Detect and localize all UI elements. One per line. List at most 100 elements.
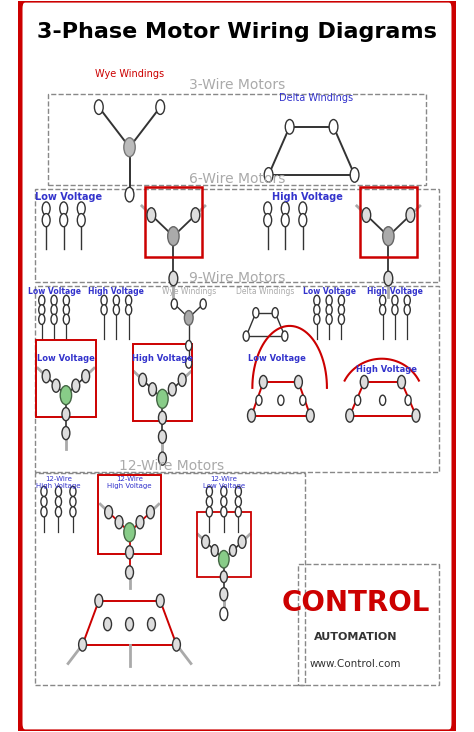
Circle shape [281,214,289,227]
Circle shape [173,638,181,651]
Circle shape [70,486,76,496]
Circle shape [235,507,241,517]
Circle shape [380,395,386,406]
Circle shape [148,383,156,396]
Circle shape [211,545,218,556]
Circle shape [235,496,241,507]
Text: High Voltage: High Voltage [89,287,144,296]
Circle shape [126,295,132,305]
Circle shape [94,100,103,114]
Circle shape [380,305,386,315]
Circle shape [55,486,62,496]
Circle shape [113,305,119,315]
Circle shape [299,202,307,215]
Circle shape [157,389,168,408]
Bar [35,285,439,471]
Circle shape [105,506,112,519]
Circle shape [124,138,135,157]
Circle shape [82,370,90,383]
Circle shape [77,202,85,215]
Circle shape [229,545,237,556]
Circle shape [404,305,410,315]
Circle shape [201,535,210,548]
Circle shape [95,594,103,608]
Circle shape [146,506,155,519]
Circle shape [326,295,332,305]
Circle shape [42,370,50,383]
Circle shape [338,305,345,315]
Text: 12-Wire
Low Voltage: 12-Wire Low Voltage [203,477,245,489]
Circle shape [380,295,386,305]
Circle shape [299,214,307,227]
Circle shape [281,202,289,215]
Circle shape [206,496,212,507]
Text: Wye Windings: Wye Windings [95,70,164,79]
Circle shape [219,550,229,568]
Circle shape [101,295,107,305]
Text: 3-Wire Motors: 3-Wire Motors [189,78,285,92]
Circle shape [220,571,228,583]
Circle shape [158,411,166,425]
Circle shape [62,427,70,440]
Circle shape [52,379,60,392]
Circle shape [72,379,80,392]
Circle shape [42,214,50,227]
Circle shape [70,496,76,507]
Circle shape [41,486,47,496]
Circle shape [398,376,405,389]
Circle shape [253,307,259,318]
Circle shape [79,638,87,651]
Circle shape [300,395,306,406]
Text: 12-Wire
High Voltage: 12-Wire High Voltage [36,477,81,489]
Circle shape [412,409,420,422]
Circle shape [360,376,368,389]
Circle shape [115,515,123,529]
Circle shape [264,214,272,227]
Circle shape [314,295,320,305]
Circle shape [125,187,134,202]
Bar [360,187,417,257]
Circle shape [362,208,371,223]
Circle shape [39,314,45,324]
Circle shape [191,208,200,223]
Circle shape [314,314,320,324]
Circle shape [243,331,249,341]
Circle shape [63,314,69,324]
Circle shape [306,409,314,422]
Circle shape [41,496,47,507]
Bar [98,475,161,554]
Circle shape [147,618,155,631]
Circle shape [126,618,134,631]
Circle shape [62,408,70,421]
Circle shape [404,295,410,305]
Circle shape [136,515,144,529]
Circle shape [405,395,411,406]
Circle shape [147,208,156,223]
Circle shape [278,395,284,406]
Circle shape [60,386,72,405]
Text: 6-Wire Motors: 6-Wire Motors [189,172,285,187]
Circle shape [206,486,212,496]
Circle shape [326,305,332,315]
Circle shape [139,373,146,386]
Circle shape [329,119,338,134]
Bar [197,512,251,578]
Circle shape [406,208,415,223]
Text: Wye Windings: Wye Windings [162,287,216,296]
Circle shape [326,314,332,324]
Circle shape [60,214,68,227]
Circle shape [124,523,135,542]
Circle shape [285,119,294,134]
Text: www.Control.com: www.Control.com [310,659,401,668]
Circle shape [392,295,398,305]
Circle shape [156,594,164,608]
Bar [145,187,202,257]
Circle shape [126,546,134,559]
Circle shape [392,305,398,315]
Circle shape [235,486,241,496]
Circle shape [171,299,177,309]
Circle shape [282,331,288,341]
Circle shape [41,507,47,517]
Circle shape [355,395,361,406]
Text: 12-Wire
High Voltage: 12-Wire High Voltage [107,477,152,489]
